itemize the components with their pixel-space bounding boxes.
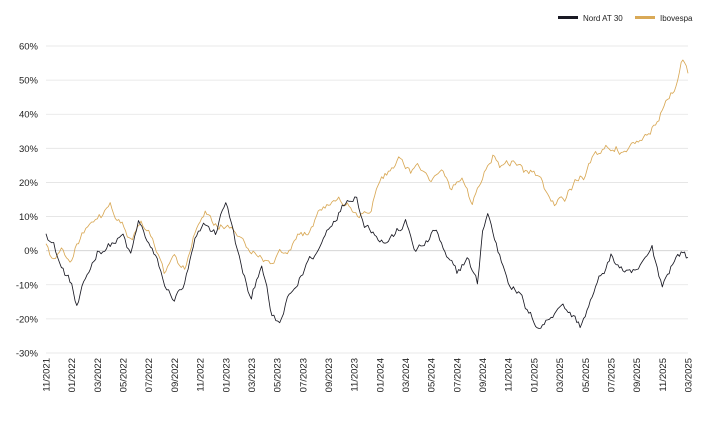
x-tick-label: 01/2022 <box>67 358 78 392</box>
y-tick-label: 10% <box>19 212 39 223</box>
x-axis-tick-labels: 11/2021 01/2022 03/2022 05/2022 07/2022 09/20… <box>42 358 695 392</box>
legend-label-nord-at-30: Nord AT 30 <box>583 14 623 23</box>
x-tick-label: 07/2025 <box>606 358 617 392</box>
legend-swatch-nord-at-30 <box>558 16 578 19</box>
x-tick-label: 03/2022 <box>93 358 104 392</box>
y-tick-label: -20% <box>16 314 39 325</box>
x-tick-label: 07/2022 <box>144 358 155 392</box>
y-tick-label: 40% <box>19 110 39 121</box>
x-tick-label: 05/2022 <box>119 358 130 392</box>
x-tick-label: 01/2024 <box>375 358 386 392</box>
legend-swatch-ibovespa <box>635 16 655 19</box>
x-tick-label: 03/2025 <box>555 358 566 392</box>
y-axis-tick-labels: -30% -20% -10% 0% 10% 20% 30% 40% 50% 60% <box>16 42 39 360</box>
x-tick-label: 05/2025 <box>581 358 592 392</box>
x-tick-label: 11/2024 <box>504 358 515 392</box>
x-tick-label: 09/2024 <box>478 358 489 392</box>
y-tick-label: -30% <box>16 349 39 360</box>
x-tick-label: 03/2024 <box>401 358 412 392</box>
x-tick-label: 09/2022 <box>170 358 181 392</box>
x-tick-label: 11/2021 <box>42 358 53 392</box>
x-tick-label: 11/2023 <box>350 358 361 392</box>
y-tick-label: 20% <box>19 178 39 189</box>
x-tick-label: 07/2023 <box>298 358 309 392</box>
x-tick-label: 01/2025 <box>529 358 540 392</box>
y-tick-label: 30% <box>19 144 39 155</box>
y-tick-label: 60% <box>19 42 39 53</box>
x-tick-label: 01/2023 <box>221 358 232 392</box>
x-tick-label: 11/2025 <box>658 358 669 392</box>
x-tick-label: 03/2025 <box>684 358 695 392</box>
x-tick-label: 03/2023 <box>247 358 258 392</box>
legend-label-ibovespa: Ibovespa <box>660 14 693 23</box>
x-tick-label: 09/2023 <box>324 358 335 392</box>
x-tick-label: 07/2024 <box>452 358 463 392</box>
legend: Nord AT 30 Ibovespa <box>558 14 693 23</box>
series-lines <box>45 59 689 329</box>
grid-lines <box>46 45 688 354</box>
series-line-nord-at-30 <box>45 196 689 329</box>
x-tick-label: 05/2023 <box>273 358 284 392</box>
x-tick-label: 05/2024 <box>427 358 438 392</box>
series-line-ibovespa <box>45 59 689 274</box>
y-tick-label: 50% <box>19 76 39 87</box>
x-tick-label: 09/2025 <box>632 358 643 392</box>
y-tick-label: 0% <box>24 246 38 257</box>
y-tick-label: -10% <box>16 280 39 291</box>
x-tick-label: 11/2022 <box>196 358 207 392</box>
